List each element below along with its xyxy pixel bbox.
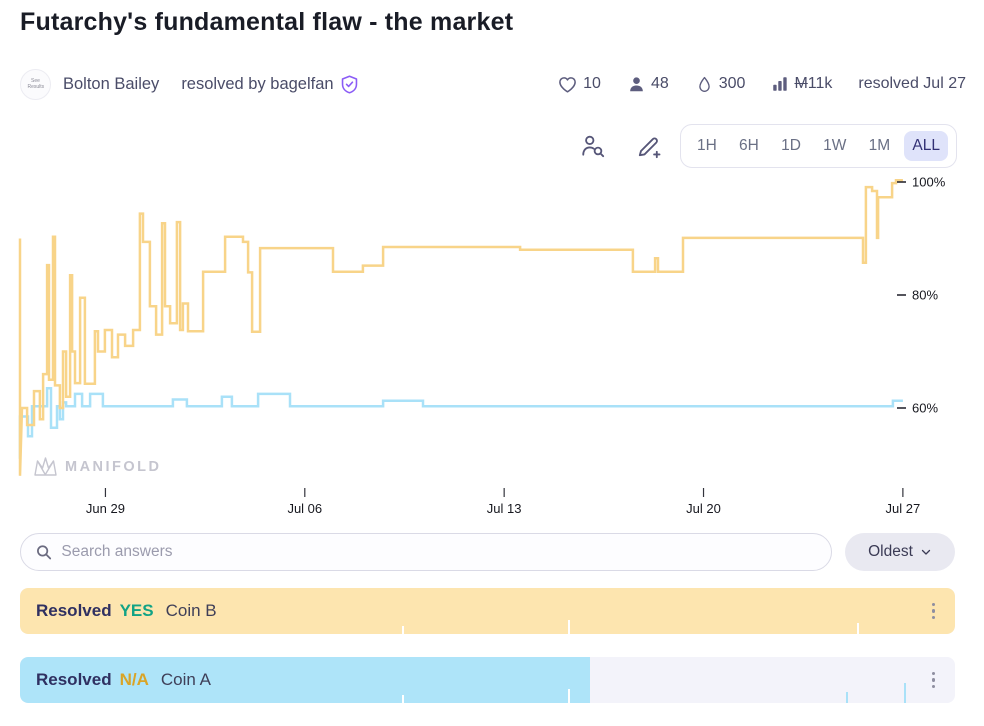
range-button-6h[interactable]: 6H xyxy=(739,137,759,154)
svg-text:Jul 27: Jul 27 xyxy=(886,501,921,516)
answer-row-coin-b[interactable]: Resolved YES Coin B xyxy=(20,588,955,634)
svg-text:Jul 13: Jul 13 xyxy=(487,501,522,516)
volume-tick xyxy=(402,626,405,634)
manifold-logo-icon xyxy=(34,457,57,476)
answer-menu-icon[interactable] xyxy=(928,588,940,634)
volume-tick xyxy=(903,683,906,703)
range-button-1m[interactable]: 1M xyxy=(868,137,891,154)
answer-name: Coin A xyxy=(160,670,211,689)
svg-text:Jun 29: Jun 29 xyxy=(86,501,125,516)
probability-chart[interactable]: 100% 80% 60% Jun 29 Jul 06 Jul 13 Jul 20 Jul 27… xyxy=(0,170,984,520)
answer-name: Coin B xyxy=(165,601,217,620)
range-button-all[interactable]: ALL xyxy=(904,131,948,161)
volume-tick xyxy=(567,689,570,703)
range-button-1w[interactable]: 1W xyxy=(823,137,847,154)
manifold-watermark: MANIFOLD xyxy=(32,456,162,478)
heart-icon xyxy=(559,76,577,93)
svg-text:80%: 80% xyxy=(912,288,938,303)
trader-positions-icon[interactable] xyxy=(580,133,606,159)
resolved-label: Resolved xyxy=(36,601,112,620)
traders-stat: 48 xyxy=(627,75,669,94)
answers-toolbar: Oldest xyxy=(20,533,955,571)
liquidity-stat: 300 xyxy=(695,75,745,94)
page-title: Futarchy's fundamental flaw - the market xyxy=(20,8,514,36)
volume-tick xyxy=(402,695,405,703)
svg-text:60%: 60% xyxy=(912,401,938,416)
search-input[interactable] xyxy=(61,543,817,561)
volume-stat: M11k xyxy=(771,75,832,93)
droplet-icon xyxy=(698,76,710,92)
creator-avatar[interactable]: See Results xyxy=(20,68,51,100)
answer-probability-fill xyxy=(20,588,955,634)
chevron-down-icon xyxy=(921,549,931,555)
sort-dropdown[interactable]: Oldest xyxy=(845,533,955,571)
svg-text:Jul 06: Jul 06 xyxy=(287,501,322,516)
likes-stat[interactable]: 10 xyxy=(557,74,601,95)
volume-tick xyxy=(567,620,570,634)
range-button-1d[interactable]: 1D xyxy=(781,137,801,154)
resolved-by[interactable]: resolved by bagelfan xyxy=(181,75,358,94)
byline-row: See Results Bolton Bailey resolved by ba… xyxy=(20,66,966,102)
resolved-label: Resolved xyxy=(36,670,112,689)
volume-tick xyxy=(845,692,848,703)
market-stats: 10 48 300 M11k xyxy=(557,74,966,95)
creator-name[interactable]: Bolton Bailey xyxy=(63,74,160,93)
volume-tick xyxy=(856,623,859,634)
add-annotation-icon[interactable] xyxy=(636,133,662,159)
mana-symbol: M xyxy=(794,75,808,92)
person-icon xyxy=(630,76,643,91)
answer-row-coin-a[interactable]: Resolved N/A Coin A xyxy=(20,657,955,703)
moderator-shield-icon xyxy=(341,74,357,94)
outcome-label: N/A xyxy=(119,670,149,689)
search-icon xyxy=(37,545,52,560)
chart-canvas[interactable]: 100% 80% 60% Jun 29 Jul 06 Jul 13 Jul 20 Jul 27 xyxy=(0,170,984,520)
outcome-label: YES xyxy=(119,601,154,620)
avatar-text: See Results xyxy=(27,78,45,90)
svg-text:Jul 20: Jul 20 xyxy=(686,501,721,516)
bar-chart-icon xyxy=(773,77,788,91)
svg-text:100%: 100% xyxy=(912,175,946,190)
resolved-date: resolved Jul 27 xyxy=(858,75,966,92)
answer-menu-icon[interactable] xyxy=(928,657,940,703)
time-range-selector: 1H 6H 1D 1W 1M ALL xyxy=(680,124,957,168)
range-button-1h[interactable]: 1H xyxy=(697,137,717,154)
answer-probability-fill xyxy=(20,657,591,703)
search-box[interactable] xyxy=(20,533,832,571)
